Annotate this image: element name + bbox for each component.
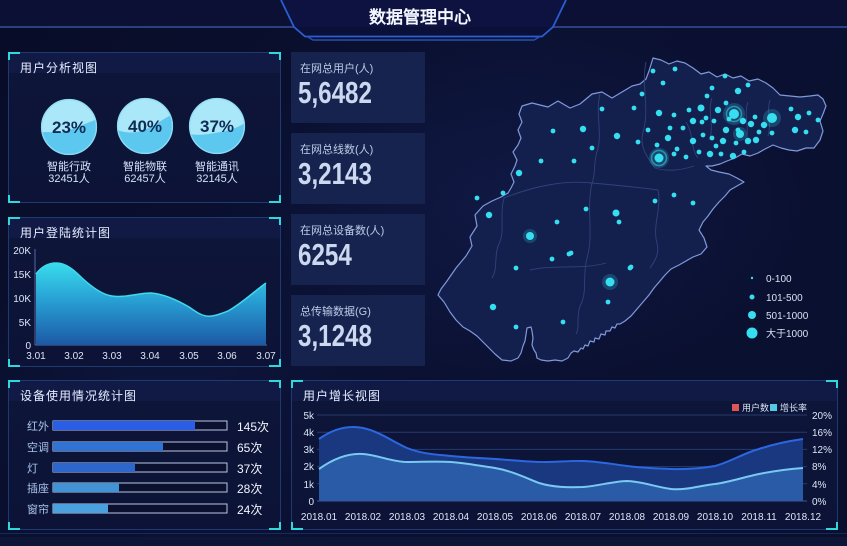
svg-text:28次: 28次 [237, 482, 262, 496]
svg-text:0: 0 [308, 497, 314, 508]
svg-text:空调: 空调 [27, 440, 49, 454]
svg-text:3.02: 3.02 [64, 351, 84, 362]
svg-text:65次: 65次 [237, 441, 262, 455]
svg-text:8%: 8% [812, 462, 827, 473]
svg-text:窗帘: 窗帘 [27, 502, 49, 516]
svg-text:2018.11: 2018.11 [741, 512, 777, 523]
svg-text:0%: 0% [812, 497, 827, 508]
svg-text:4%: 4% [812, 480, 827, 491]
svg-text:2018.04: 2018.04 [433, 512, 470, 523]
svg-text:3.05: 3.05 [179, 351, 199, 362]
svg-text:15K: 15K [13, 270, 31, 281]
svg-text:3k: 3k [303, 445, 315, 456]
svg-text:2018.03: 2018.03 [389, 512, 426, 523]
svg-text:2018.05: 2018.05 [477, 512, 514, 523]
svg-text:37%: 37% [200, 117, 234, 136]
svg-text:4k: 4k [303, 428, 315, 439]
svg-text:10K: 10K [13, 294, 31, 305]
svg-text:501-1000: 501-1000 [766, 311, 809, 322]
svg-text:2k: 2k [303, 462, 315, 473]
svg-text:2018.02: 2018.02 [345, 512, 382, 523]
svg-text:145次: 145次 [237, 420, 269, 434]
svg-text:40%: 40% [128, 117, 162, 136]
svg-text:数据管理中心: 数据管理中心 [369, 7, 471, 27]
svg-text:大于1000: 大于1000 [766, 327, 809, 340]
svg-text:智能通讯: 智能通讯 [195, 159, 239, 173]
svg-text:2018.01: 2018.01 [301, 512, 338, 523]
svg-text:12%: 12% [812, 445, 832, 456]
svg-text:用户数: 用户数 [742, 402, 769, 413]
svg-text:0: 0 [25, 341, 31, 352]
svg-text:1k: 1k [303, 480, 315, 491]
svg-text:2018.08: 2018.08 [609, 512, 646, 523]
svg-text:0-100: 0-100 [766, 274, 792, 285]
svg-text:32145人: 32145人 [196, 172, 238, 185]
svg-text:灯: 灯 [27, 462, 38, 475]
svg-text:2018.12: 2018.12 [785, 512, 822, 523]
svg-text:5K: 5K [19, 318, 32, 329]
svg-text:3.04: 3.04 [140, 351, 160, 362]
svg-text:16%: 16% [812, 428, 832, 439]
svg-text:智能行政: 智能行政 [47, 159, 91, 173]
svg-text:24次: 24次 [237, 503, 262, 517]
svg-text:智能物联: 智能物联 [123, 159, 167, 173]
svg-text:2018.09: 2018.09 [653, 512, 690, 523]
svg-text:2018.10: 2018.10 [697, 512, 734, 523]
svg-text:插座: 插座 [27, 481, 49, 495]
svg-text:3.01: 3.01 [26, 351, 46, 362]
svg-text:2018.07: 2018.07 [565, 512, 602, 523]
svg-text:红外: 红外 [27, 420, 49, 433]
svg-text:20%: 20% [812, 411, 832, 422]
svg-text:3.03: 3.03 [102, 351, 122, 362]
svg-text:32451人: 32451人 [48, 172, 90, 185]
svg-text:101-500: 101-500 [766, 293, 803, 304]
svg-text:62457人: 62457人 [124, 172, 166, 185]
svg-text:增长率: 增长率 [780, 402, 807, 413]
svg-text:2018.06: 2018.06 [521, 512, 558, 523]
svg-text:23%: 23% [52, 118, 86, 137]
svg-text:3.06: 3.06 [217, 351, 237, 362]
svg-text:3.07: 3.07 [256, 351, 276, 362]
svg-text:37次: 37次 [237, 462, 262, 476]
svg-text:20K: 20K [13, 246, 31, 257]
svg-text:5k: 5k [303, 411, 315, 422]
